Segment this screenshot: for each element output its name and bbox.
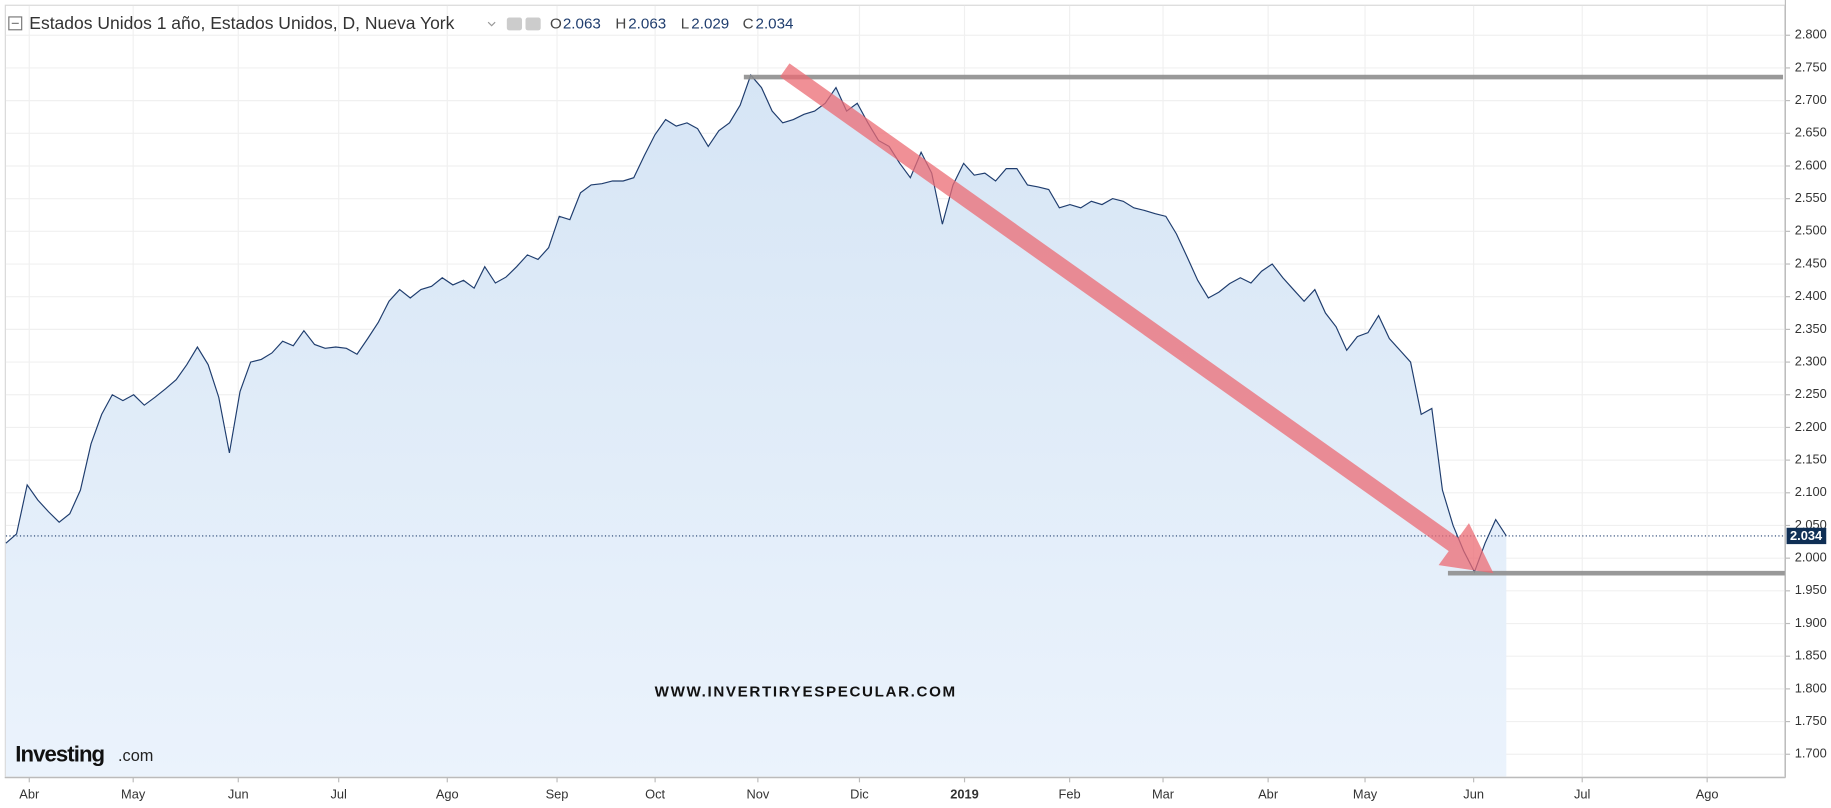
y-axis-background bbox=[1785, 0, 1831, 808]
logo-brand: Investing bbox=[15, 741, 104, 766]
y-tick-label: 2.800 bbox=[1795, 27, 1827, 42]
area-layer bbox=[5, 75, 1507, 777]
header: Estados Unidos 1 año, Estados Unidos, D,… bbox=[8, 13, 794, 33]
ohlc-value: 2.063 bbox=[563, 16, 601, 33]
eye-icon[interactable] bbox=[506, 17, 523, 31]
y-tick-label: 2.400 bbox=[1795, 288, 1827, 303]
annotation-layer bbox=[5, 63, 1787, 576]
y-tick-label: 2.100 bbox=[1795, 484, 1827, 499]
ohlc-label: C bbox=[743, 16, 754, 33]
area bbox=[5, 75, 1507, 777]
line bbox=[5, 73, 1507, 574]
x-tick-label: Feb bbox=[1059, 787, 1081, 802]
x-tick-label: May bbox=[121, 787, 146, 802]
y-tick-label: 2.700 bbox=[1795, 92, 1827, 107]
x-tick-label: Jun bbox=[228, 787, 249, 802]
y-tick-label: 1.950 bbox=[1795, 582, 1827, 597]
y-tick-label: 2.350 bbox=[1795, 321, 1827, 336]
logo-suffix: .com bbox=[118, 747, 153, 765]
y-tick-label: 1.800 bbox=[1795, 680, 1827, 695]
dropdown-icon[interactable] bbox=[487, 21, 496, 27]
ohlc-label: O bbox=[550, 16, 562, 33]
x-tick-label: May bbox=[1353, 787, 1378, 802]
trend-arrow-head bbox=[1438, 523, 1494, 574]
y-tick-label: 2.550 bbox=[1795, 190, 1827, 205]
y-tick-label: 2.650 bbox=[1795, 125, 1827, 140]
y-tick-label: 2.150 bbox=[1795, 452, 1827, 467]
x-tick-label: Nov bbox=[746, 787, 769, 802]
y-tick-label: 2.750 bbox=[1795, 59, 1827, 74]
y-tick-label: 1.700 bbox=[1795, 746, 1827, 761]
y-tick-label: 2.000 bbox=[1795, 550, 1827, 565]
trend-arrow bbox=[779, 63, 1494, 574]
x-tick-label: Abr bbox=[19, 787, 40, 802]
y-tick-label: 2.500 bbox=[1795, 223, 1827, 238]
ohlc-label: H bbox=[615, 16, 626, 33]
chart-title: Estados Unidos 1 año, Estados Unidos, D,… bbox=[29, 13, 454, 33]
x-tick-label: Sep bbox=[546, 787, 569, 802]
y-tick-label: 1.850 bbox=[1795, 648, 1827, 663]
ohlc-value: 2.034 bbox=[756, 16, 794, 33]
marks-layer bbox=[5, 73, 1507, 574]
y-tick-label: 2.250 bbox=[1795, 386, 1827, 401]
watermark: WWW.INVERTIRYESPECULAR.COM bbox=[655, 683, 957, 700]
trend-arrow-shaft bbox=[779, 63, 1465, 556]
settings-icon[interactable] bbox=[525, 17, 541, 31]
x-tick-label: Jul bbox=[1574, 787, 1590, 802]
price-tag bbox=[1786, 527, 1827, 545]
y-tick-label: 1.750 bbox=[1795, 713, 1827, 728]
price-tag-label: 2.034 bbox=[1790, 528, 1823, 543]
x-tick-label: Jul bbox=[330, 787, 346, 802]
y-tick-label: 2.450 bbox=[1795, 255, 1827, 270]
x-tick-label: 2019 bbox=[950, 787, 979, 802]
x-tick-label: Oct bbox=[645, 787, 665, 802]
y-tick-label: 2.600 bbox=[1795, 157, 1827, 172]
y-tick-label: 2.300 bbox=[1795, 353, 1827, 368]
x-tick-label: Mar bbox=[1152, 787, 1175, 802]
y-tick-label: 2.200 bbox=[1795, 419, 1827, 434]
x-tick-label: Jun bbox=[1463, 787, 1484, 802]
x-tick-label: Ago bbox=[436, 787, 459, 802]
ohlc-value: 2.063 bbox=[628, 16, 666, 33]
axis-layer: 1.7001.7501.8001.8501.9001.9502.0002.050… bbox=[4, 0, 1831, 808]
x-tick-label: Ago bbox=[1696, 787, 1719, 802]
ohlc-value: 2.029 bbox=[691, 16, 729, 33]
x-tick-label: Abr bbox=[1258, 787, 1279, 802]
x-tick-label: Dic bbox=[850, 787, 869, 802]
ohlc-label: L bbox=[681, 16, 689, 33]
y-tick-label: 1.900 bbox=[1795, 615, 1827, 630]
